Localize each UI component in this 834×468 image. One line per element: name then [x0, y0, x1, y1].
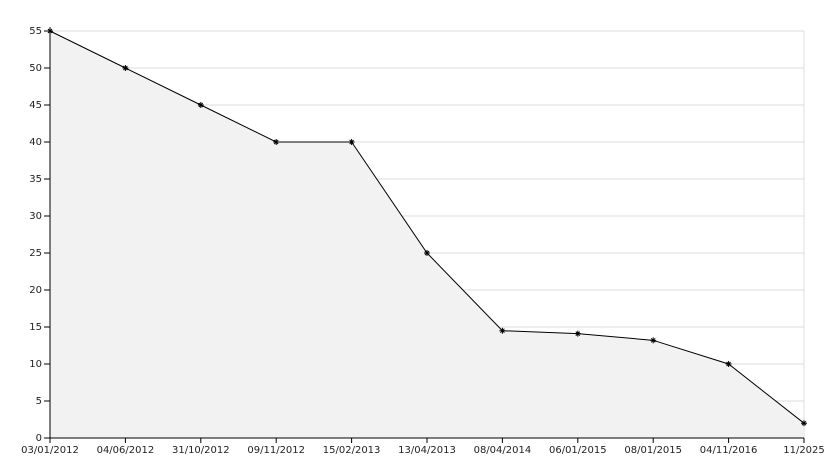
x-tick-label: 13/04/2013: [398, 445, 456, 456]
y-tick-label: 50: [29, 63, 42, 74]
y-tick-label: 40: [29, 137, 42, 148]
x-tick-label: 03/01/2012: [21, 445, 79, 456]
area-fill: [50, 31, 804, 438]
point-marker: [273, 139, 280, 145]
y-tick-label: 10: [29, 359, 42, 370]
point-marker: [197, 102, 204, 108]
x-tick-label: 04/11/2016: [700, 445, 758, 456]
point-marker: [574, 330, 581, 337]
point-marker: [122, 65, 129, 71]
x-tick-label: 08/01/2015: [624, 445, 682, 456]
y-tick-label: 15: [29, 322, 42, 333]
y-tick-label: 55: [29, 26, 42, 37]
point-marker: [650, 337, 657, 344]
y-tick-label: 0: [36, 433, 42, 444]
y-tick-label: 30: [29, 211, 42, 222]
x-tick-label: 31/10/2012: [172, 445, 230, 456]
y-tick-label: 25: [29, 248, 42, 259]
y-tick-label: 20: [29, 285, 42, 296]
y-tick-label: 45: [29, 100, 42, 111]
x-tick-label: 09/11/2012: [247, 445, 305, 456]
x-tick-label: 06/01/2015: [549, 445, 607, 456]
point-marker: [725, 361, 732, 367]
x-tick-label: 04/06/2012: [97, 445, 155, 456]
x-tick-label: 11/2025: [783, 445, 825, 456]
y-tick-label: 35: [29, 174, 42, 185]
x-tick-label: 08/04/2014: [474, 445, 532, 456]
y-tick-label: 5: [36, 396, 42, 407]
point-marker: [348, 139, 355, 145]
x-tick-label: 15/02/2013: [323, 445, 381, 456]
point-marker: [499, 327, 506, 334]
point-marker: [801, 420, 807, 427]
point-marker: [424, 250, 430, 256]
